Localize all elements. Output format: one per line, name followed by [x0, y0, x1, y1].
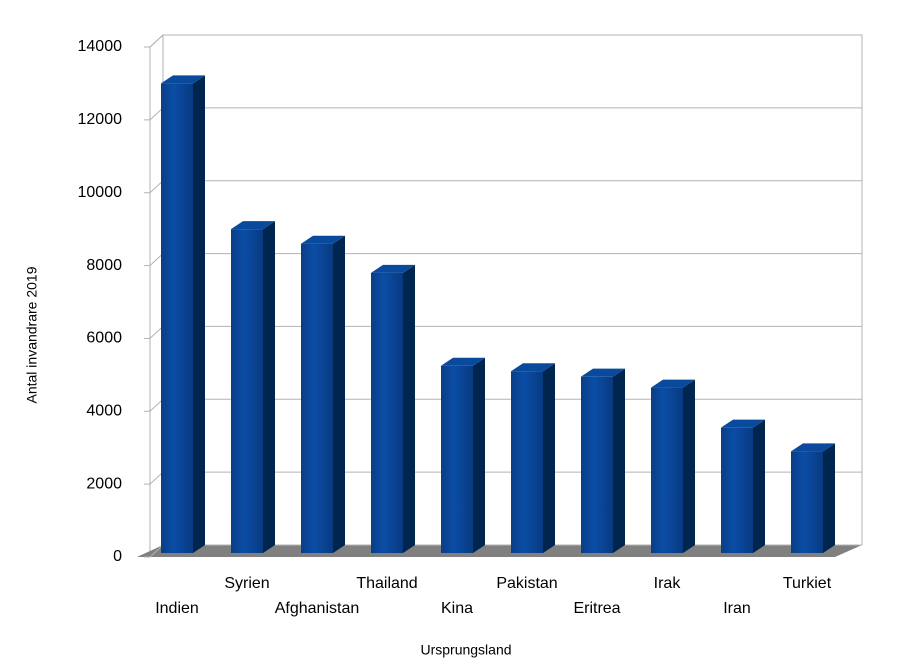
grid-line — [149, 107, 164, 121]
x-tick-label: Eritrea — [573, 600, 620, 617]
bar-top — [301, 235, 345, 244]
bar-side — [403, 264, 415, 553]
bar — [721, 427, 753, 553]
y-tick-label: 6000 — [86, 330, 122, 347]
bar — [581, 376, 613, 553]
x-tick-label: Turkiet — [783, 575, 832, 592]
grid-line — [149, 471, 164, 485]
bar-side — [263, 221, 275, 553]
y-tick-label: 12000 — [78, 111, 123, 128]
bar-side — [543, 363, 555, 553]
bar-top — [371, 264, 415, 273]
x-tick-label: Thailand — [356, 575, 417, 592]
y-tick-label: 14000 — [78, 38, 123, 55]
bar-top — [651, 379, 695, 388]
bar-side — [823, 443, 835, 553]
bar-side — [193, 75, 205, 553]
grid-line — [149, 544, 164, 558]
bar — [441, 365, 473, 553]
x-tick-label: Syrien — [224, 575, 269, 592]
x-tick-label: Pakistan — [496, 575, 557, 592]
bar — [371, 272, 403, 553]
bar-side — [613, 368, 625, 553]
bar-top — [441, 357, 485, 366]
bar — [791, 451, 823, 553]
bar-top — [231, 221, 275, 230]
bar-top — [791, 443, 835, 452]
y-axis-title: Antal invandrare 2019 — [24, 266, 40, 403]
bar — [301, 243, 333, 553]
bar — [231, 229, 263, 553]
bar-top — [721, 419, 765, 428]
bar-side — [753, 419, 765, 553]
grid-line — [149, 34, 164, 48]
bar-side — [683, 379, 695, 553]
y-tick-label: 0 — [113, 548, 122, 565]
y-tick-label: 10000 — [78, 184, 123, 201]
x-axis-title: Ursprungsland — [420, 642, 511, 658]
x-tick-label: Afghanistan — [275, 600, 360, 617]
y-tick-label: 8000 — [86, 257, 122, 274]
bar-side — [333, 235, 345, 553]
x-tick-label: Irak — [654, 575, 682, 592]
bar-top — [511, 363, 555, 372]
x-tick-label: Kina — [441, 600, 473, 617]
bar-top — [161, 75, 205, 84]
x-tick-label: Indien — [155, 600, 199, 617]
y-tick-label: 2000 — [86, 475, 122, 492]
bar — [651, 387, 683, 553]
y-tick-label: 4000 — [86, 403, 122, 420]
bar-side — [473, 357, 485, 553]
x-tick-label: Iran — [723, 600, 751, 617]
grid-line — [149, 398, 164, 412]
grid-line — [149, 326, 164, 339]
grid-line — [149, 180, 164, 194]
bar — [511, 371, 543, 553]
grid-line — [149, 253, 164, 266]
bar — [161, 83, 193, 553]
bar-top — [581, 368, 625, 377]
